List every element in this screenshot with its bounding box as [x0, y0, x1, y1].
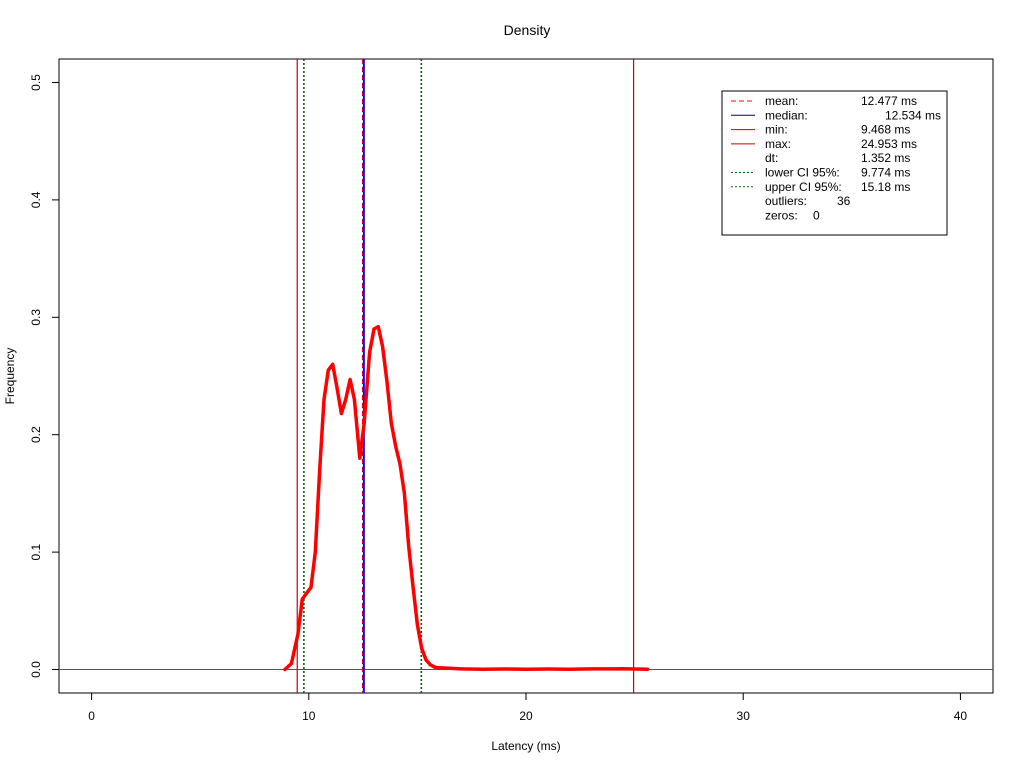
x-tick-label: 30 — [737, 709, 751, 723]
legend-label: median: — [765, 108, 808, 122]
y-tick-label: 0.4 — [29, 191, 43, 208]
legend-label: lower CI 95%: — [765, 166, 840, 180]
legend-label: zeros: — [765, 208, 798, 222]
x-tick-label: 10 — [302, 709, 316, 723]
plot-area: 0 10 20 30 40 0.0 0.1 0.2 0.3 0.4 0.5 mean: 12.477 m… — [29, 58, 994, 723]
legend-value: 9.468 ms — [861, 123, 910, 137]
legend-value: 24.953 ms — [861, 137, 917, 151]
x-tick-label: 20 — [519, 709, 533, 723]
x-tick-label: 40 — [954, 709, 968, 723]
x-axis-label: Latency (ms) — [491, 739, 560, 753]
legend-value: 12.534 ms — [885, 108, 941, 122]
legend-value: 1.352 ms — [861, 151, 910, 165]
density-curve — [283, 324, 650, 672]
legend-label: upper CI 95%: — [765, 180, 842, 194]
y-axis-label: Frequency — [3, 348, 17, 405]
legend-label: dt: — [765, 151, 778, 165]
legend-value: 12.477 ms — [861, 94, 917, 108]
y-tick-label: 0.5 — [29, 74, 43, 91]
y-tick-label: 0.3 — [29, 309, 43, 326]
chart-title: Density — [504, 22, 551, 38]
legend-label: min: — [765, 123, 788, 137]
y-tick-label: 0.1 — [29, 543, 43, 560]
y-tick-label: 0.2 — [29, 426, 43, 443]
y-tick-label: 0.0 — [29, 661, 43, 678]
legend-label: outliers: — [765, 194, 807, 208]
x-tick-label: 0 — [88, 709, 95, 723]
legend-box — [721, 90, 948, 236]
legend-value: 9.774 ms — [861, 166, 910, 180]
legend-value: 0 — [813, 208, 820, 222]
legend-value: 36 — [837, 194, 851, 208]
legend-value: 15.18 ms — [861, 180, 910, 194]
legend-label: mean: — [765, 94, 798, 108]
legend-label: max: — [765, 137, 791, 151]
